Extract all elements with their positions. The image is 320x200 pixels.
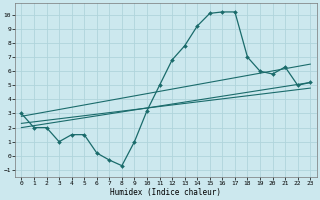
X-axis label: Humidex (Indice chaleur): Humidex (Indice chaleur) (110, 188, 221, 197)
